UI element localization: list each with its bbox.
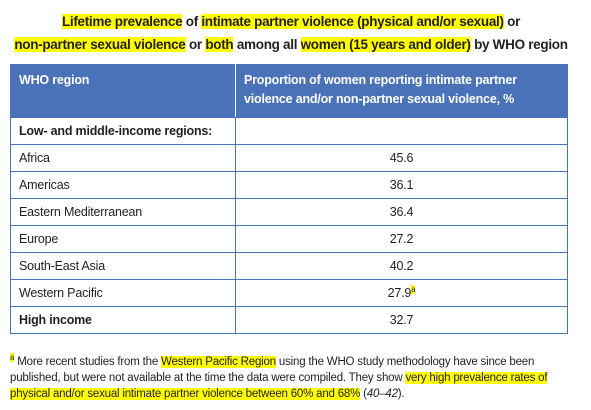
note-marker: a bbox=[411, 285, 416, 295]
value-cell: 32.7 bbox=[235, 306, 568, 334]
value-text: 36.1 bbox=[389, 178, 414, 192]
data-table: WHO region Proportion of women reporting… bbox=[10, 64, 568, 334]
title-text: or bbox=[503, 14, 521, 29]
title-text: by WHO region bbox=[470, 37, 568, 52]
title: Lifetime prevalence of intimate partner … bbox=[6, 10, 576, 56]
empty-cell bbox=[235, 117, 568, 145]
footnote: a More recent studies from the Western P… bbox=[10, 350, 585, 402]
value-cell: 27.9a bbox=[235, 279, 568, 307]
footnote-text: using the WHO study methodology have sin… bbox=[10, 355, 535, 384]
title-text: women (15 years and older) bbox=[300, 37, 471, 52]
table-row: Africa 45.6 bbox=[10, 144, 568, 172]
region-cell: Western Pacific bbox=[10, 279, 236, 307]
region-cell: Americas bbox=[10, 171, 236, 199]
title-text: among all bbox=[233, 37, 301, 52]
table-row: South-East Asia 40.2 bbox=[10, 252, 568, 280]
value-cell: 36.1 bbox=[235, 171, 568, 199]
section-label: Low- and middle-income regions: bbox=[10, 117, 236, 145]
value-cell: 40.2 bbox=[235, 252, 568, 280]
value-text: 36.4 bbox=[389, 205, 414, 219]
footnote-reference: 40–42 bbox=[366, 387, 398, 400]
value-cell: 45.6 bbox=[235, 144, 568, 172]
value-text: 27.9 bbox=[387, 286, 412, 301]
value-text: 40.2 bbox=[389, 259, 414, 273]
footnote-text: More recent studies from the bbox=[14, 355, 162, 368]
table-row: Eastern Mediterranean 36.4 bbox=[10, 198, 568, 226]
table-row: Americas 36.1 bbox=[10, 171, 568, 199]
table-row: High income 32.7 bbox=[10, 306, 568, 334]
table-body: Africa 45.6 Americas 36.1 Eastern Mediterran… bbox=[10, 144, 568, 334]
header-row: WHO region Proportion of women reporting… bbox=[10, 64, 568, 118]
value-text: 27.2 bbox=[389, 232, 414, 246]
title-text: Lifetime prevalence bbox=[61, 14, 183, 29]
title-line: non-partner sexual violence or both amon… bbox=[6, 33, 576, 56]
value-text: 32.7 bbox=[389, 313, 414, 327]
title-text: of bbox=[182, 14, 202, 29]
table-row: Western Pacific 27.9a bbox=[10, 279, 568, 307]
title-text: intimate partner violence (physical and/… bbox=[201, 14, 504, 29]
header-cell: WHO region bbox=[10, 64, 236, 118]
value-cell: 36.4 bbox=[235, 198, 568, 226]
region-cell: Europe bbox=[10, 225, 236, 253]
footnote-text: ( bbox=[360, 387, 367, 400]
title-line: Lifetime prevalence of intimate partner … bbox=[6, 10, 576, 33]
footnote-text: Western Pacific Region bbox=[161, 355, 276, 368]
footnote-text: ). bbox=[397, 387, 405, 400]
value-cell: 27.2 bbox=[235, 225, 568, 253]
region-cell: South-East Asia bbox=[10, 252, 236, 280]
title-text: non-partner sexual violence bbox=[14, 37, 186, 52]
title-text: both bbox=[205, 37, 234, 52]
region-cell: High income bbox=[10, 306, 236, 334]
table-row: Europe 27.2 bbox=[10, 225, 568, 253]
region-cell: Africa bbox=[10, 144, 236, 172]
footnote-marker: a bbox=[10, 353, 15, 362]
region-cell: Eastern Mediterranean bbox=[10, 198, 236, 226]
value-text: 45.6 bbox=[389, 151, 414, 165]
section-row: Low- and middle-income regions: bbox=[10, 117, 568, 145]
title-text: or bbox=[185, 37, 206, 52]
header-cell: Proportion of women reporting intimate p… bbox=[235, 64, 568, 118]
